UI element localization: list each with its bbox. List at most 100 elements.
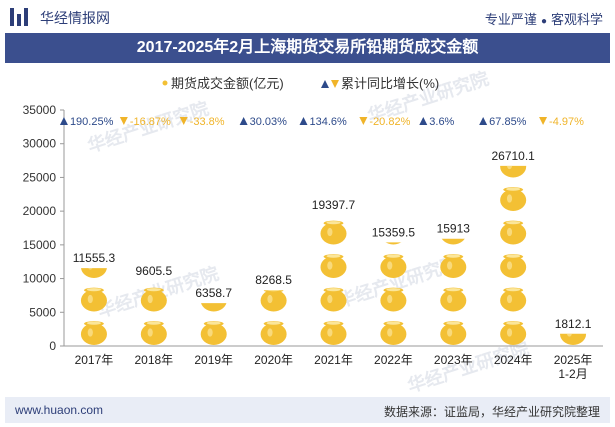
pot-opening <box>446 288 461 292</box>
x-tick-label-line: 2021年 <box>314 353 353 367</box>
pot-shine <box>387 328 393 337</box>
bar-coin-pot-icon <box>380 287 407 312</box>
pot-shine <box>327 328 333 337</box>
x-tick-label: 2021年 <box>314 353 353 367</box>
pot-shine <box>88 268 93 270</box>
pot-rim <box>263 290 284 293</box>
bar-coin-pot-icon <box>500 220 527 245</box>
bar-coin-pot-icon <box>385 221 401 245</box>
pot-body <box>500 323 527 345</box>
pot-body <box>500 256 527 278</box>
growth-label: -16.87% <box>119 116 171 128</box>
top-bar: 华经情报网 专业严谨 ● 客观科学 <box>0 0 615 33</box>
y-tick-label: 25000 <box>23 170 57 184</box>
bar-stack <box>440 238 467 345</box>
legend-bar-marker-icon <box>162 80 168 86</box>
y-tick-label: 5000 <box>29 305 56 319</box>
x-tick-label: 2022年 <box>374 353 413 367</box>
brand-name: 华经情报网 <box>40 10 110 26</box>
bar-value-label: 1812.1 <box>555 317 592 331</box>
pot-body <box>140 323 167 345</box>
bar-value-label: 8268.5 <box>255 273 292 287</box>
x-tick-label: 2024年 <box>494 353 533 367</box>
footer: www.huaon.com 数据来源：证监局，华经产业研究院整理 <box>5 397 610 423</box>
pot-shine <box>327 294 333 304</box>
pot-body <box>560 333 587 345</box>
growth-label: 67.85% <box>479 116 527 128</box>
pot-opening <box>386 221 400 224</box>
pot-shine <box>327 261 333 270</box>
bar-coin-pot-icon <box>560 333 587 345</box>
pot-body <box>385 242 401 245</box>
pot-body <box>440 323 467 345</box>
bar: 11555.3 <box>73 251 116 345</box>
pot-shine <box>447 294 453 304</box>
pot-opening <box>206 321 221 325</box>
bar-coin-pot-icon <box>260 321 287 345</box>
pot-shine <box>387 261 393 270</box>
bar-coin-pot-icon <box>80 321 107 345</box>
bar-stack <box>500 165 527 345</box>
growth-value: 134.6% <box>310 116 348 128</box>
pot-body <box>380 289 407 312</box>
growth-value: -33.8% <box>190 116 225 128</box>
pot-opening <box>266 321 281 325</box>
pot-shine <box>327 227 333 237</box>
pot-body <box>320 222 347 245</box>
bar-value-label: 11555.3 <box>73 251 116 265</box>
pot-opening <box>506 321 521 325</box>
pot-body <box>320 256 347 278</box>
pot-body <box>380 256 407 278</box>
growth-value: 190.25% <box>70 116 114 128</box>
bar-stack <box>380 221 407 345</box>
pot-body <box>320 323 347 345</box>
bar-coin-pot-icon <box>320 220 347 245</box>
bar: 6358.7 <box>195 286 232 345</box>
growth-up-triangle-icon <box>479 117 488 125</box>
bar-coin-pot-icon <box>440 254 467 278</box>
growth-up-triangle-icon <box>59 117 68 125</box>
pot-body <box>500 222 527 245</box>
bar: 9605.5 <box>135 264 173 345</box>
bar-coin-pot-icon <box>500 187 527 211</box>
footer-url[interactable]: www.huaon.com <box>15 403 104 417</box>
bar-coin-pot-icon <box>320 254 347 278</box>
y-axis: 0 5000 10000 15000 20000 25000 30000 35000 <box>23 103 603 353</box>
pot-opening <box>446 321 461 325</box>
bar-coin-pot-icon <box>81 268 107 278</box>
bar-coin-pot-icon <box>200 321 227 345</box>
growth-down-triangle-icon <box>179 117 188 125</box>
x-tick-label-line: 2020年 <box>254 353 293 367</box>
slogan-right: 客观科学 <box>550 12 603 27</box>
x-tick-label: 2018年 <box>134 353 173 367</box>
pot-shine <box>506 328 513 337</box>
growth-up-triangle-icon <box>299 117 308 125</box>
bar: 15913 <box>437 222 470 345</box>
pot-opening <box>326 288 341 292</box>
bar: 1812.1 <box>555 317 592 345</box>
x-tick-label: 2025年 1-2月 <box>554 353 593 381</box>
growth-value: -20.82% <box>369 116 410 128</box>
x-tick-label-line: 2025年 <box>554 353 593 367</box>
pot-body <box>200 323 227 345</box>
pot-opening <box>326 221 341 225</box>
bar-coin-pot-icon <box>80 287 107 312</box>
bar: 26710.1 <box>491 149 535 345</box>
legend-growth-label: 累计同比增长(%) <box>341 76 439 91</box>
y-tick-label: 15000 <box>23 238 57 252</box>
x-tick-label: 2019年 <box>194 353 233 367</box>
y-tick-label: 0 <box>49 339 56 353</box>
pot-body <box>380 323 407 345</box>
chart-svg: 华经产业研究院华经产业研究院华经产业研究院华经产业研究院华经产业研究院期货成交金… <box>23 67 603 396</box>
growth-down-triangle-icon <box>359 117 368 125</box>
bar-coin-pot-icon <box>440 321 467 345</box>
x-tick-label: 2017年 <box>75 353 114 367</box>
pot-shine <box>566 333 572 337</box>
growth-label: 190.25% <box>59 116 114 128</box>
bar-coin-pot-icon <box>380 321 407 345</box>
pot-opening <box>506 187 521 191</box>
pot-shine <box>87 328 93 337</box>
x-tick-label-line: 2023年 <box>434 353 473 367</box>
growth-label: -4.97% <box>539 116 584 128</box>
growth-value: 3.6% <box>429 116 454 128</box>
